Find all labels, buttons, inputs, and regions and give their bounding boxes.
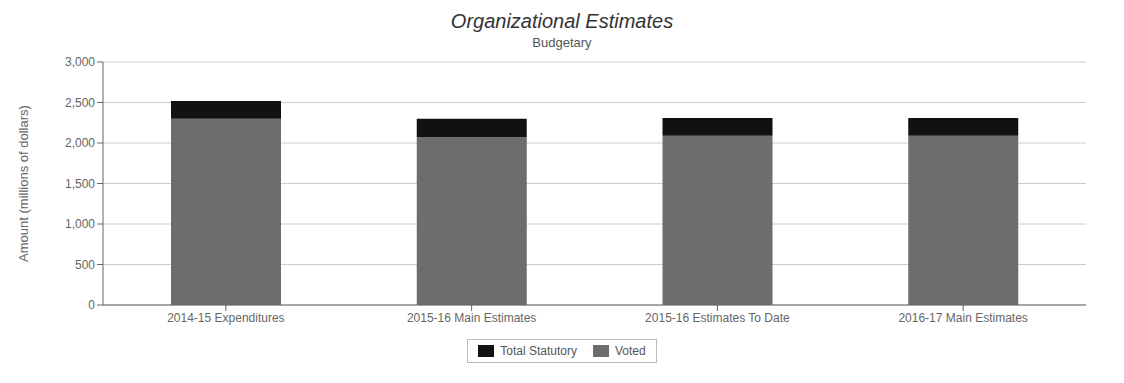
- svg-text:2014-15 Expenditures: 2014-15 Expenditures: [167, 311, 284, 325]
- svg-text:0: 0: [88, 298, 95, 312]
- svg-text:2,500: 2,500: [65, 96, 95, 110]
- svg-text:2,000: 2,000: [65, 136, 95, 150]
- svg-text:1,000: 1,000: [65, 217, 95, 231]
- html-text:Total Statutory: Total Statutory: [500, 344, 577, 358]
- svg-text:500: 500: [75, 258, 95, 272]
- svg-text:2016-17 Main Estimates: 2016-17 Main Estimates: [898, 311, 1027, 325]
- html-text:Organizational Estimates: Organizational Estimates: [450, 10, 674, 32]
- svg-text:2015-16 Main Estimates: 2015-16 Main Estimates: [407, 311, 536, 325]
- svg-text:Amount (millions of dollars): Amount (millions of dollars): [16, 105, 31, 262]
- html-text:Voted: Voted: [615, 344, 646, 358]
- html-text:Budgetary: Budgetary: [532, 35, 592, 50]
- svg-text:2015-16 Estimates To Date: 2015-16 Estimates To Date: [645, 311, 790, 325]
- svg-text:1,500: 1,500: [65, 177, 95, 191]
- svg-text:3,000: 3,000: [65, 55, 95, 69]
